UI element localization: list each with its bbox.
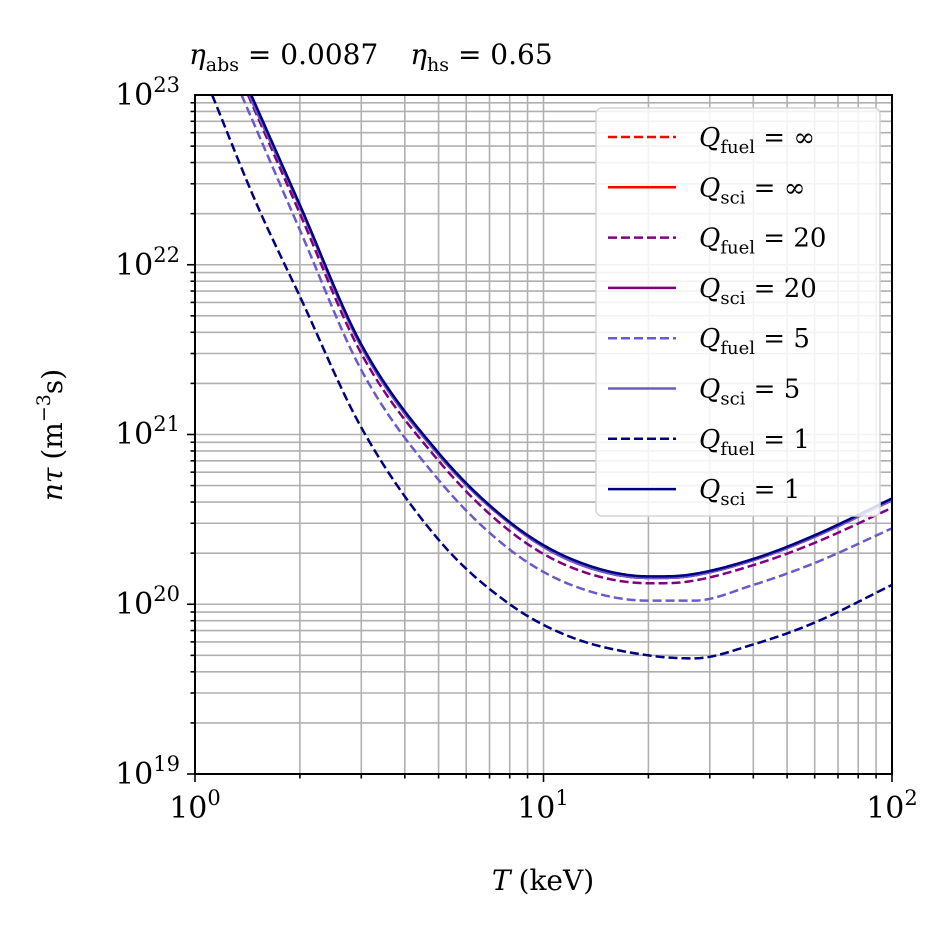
y-tick-label: 1020 xyxy=(115,582,180,622)
x-tick-label: 100 xyxy=(169,786,221,826)
y-tick-label: 1021 xyxy=(115,412,180,452)
series-line xyxy=(246,95,892,585)
x-tick-label: 101 xyxy=(517,786,569,826)
legend-entry-label: Qfuel = 5 xyxy=(699,324,810,359)
legend-entry-label: Qsci = 1 xyxy=(699,475,800,510)
legend-entry-label: Qsci = 20 xyxy=(699,274,817,309)
legend-entry-label: Qfuel = 1 xyxy=(699,425,810,460)
series-lines xyxy=(210,95,892,660)
x-axis-label: T (keV) xyxy=(492,864,594,897)
y-tick-label: 1022 xyxy=(115,243,180,283)
legend-entry-label: Qfuel = ∞ xyxy=(699,123,815,158)
legend-box xyxy=(595,107,881,517)
series-line xyxy=(250,95,892,578)
x-tick-label: 102 xyxy=(866,786,918,826)
legend-entry-label: Qfuel = 20 xyxy=(699,224,826,259)
legend-entry-label: Qsci = 5 xyxy=(699,375,800,410)
series-line xyxy=(240,95,892,602)
y-tick-label: 1023 xyxy=(115,73,180,113)
y-tick-label: 1019 xyxy=(115,752,180,792)
axis-ticks xyxy=(187,101,893,782)
legend-entry-label: Qsci = ∞ xyxy=(699,173,805,208)
legend: Qfuel = ∞ Qsci = ∞ Qfuel = 20 Qsci = 20 Qfue… xyxy=(595,107,881,517)
chart-title: ηabs = 0.0087 ηhs = 0.65 xyxy=(189,38,553,76)
y-axis-label: nτ(m−3s) xyxy=(33,369,69,501)
